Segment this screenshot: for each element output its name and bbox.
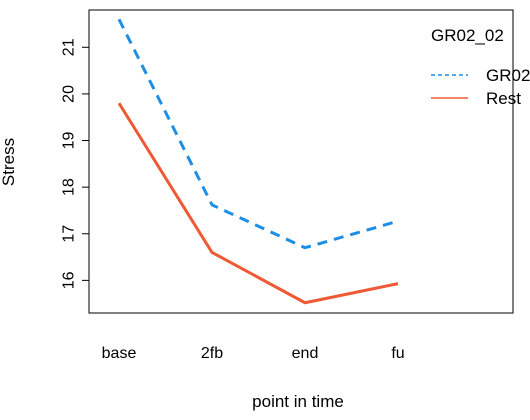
x-tick-label-fu: fu bbox=[391, 345, 404, 362]
y-tick-label-18: 18 bbox=[61, 178, 78, 196]
x-axis-title: point in time bbox=[252, 392, 344, 411]
legend: GR02_02 GR02_02 Rest bbox=[431, 26, 530, 108]
x-tick-label-base: base bbox=[102, 345, 137, 362]
series-line-gr02-02 bbox=[117, 18, 399, 250]
plot-frame bbox=[88, 9, 514, 314]
y-axis-title: Stress bbox=[0, 138, 18, 186]
x-tick-label-2fb: 2fb bbox=[201, 345, 223, 362]
y-tick-label-20: 20 bbox=[61, 85, 78, 103]
y-tick-label-21: 21 bbox=[61, 38, 78, 56]
x-tick-label-end: end bbox=[292, 345, 319, 362]
series-layer bbox=[117, 18, 399, 305]
y-tick-label-16: 16 bbox=[61, 271, 78, 289]
legend-label-rest: Rest bbox=[486, 89, 521, 108]
legend-title: GR02_02 bbox=[431, 26, 504, 45]
legend-label-gr02-02: GR02_02 bbox=[486, 66, 530, 85]
y-axis: 16 17 18 19 20 21 bbox=[61, 38, 90, 289]
y-tick-label-19: 19 bbox=[61, 132, 78, 150]
series-line-rest bbox=[117, 102, 399, 305]
y-tick-label-17: 17 bbox=[61, 225, 78, 243]
x-axis-labels: base 2fb end fu bbox=[102, 345, 405, 362]
